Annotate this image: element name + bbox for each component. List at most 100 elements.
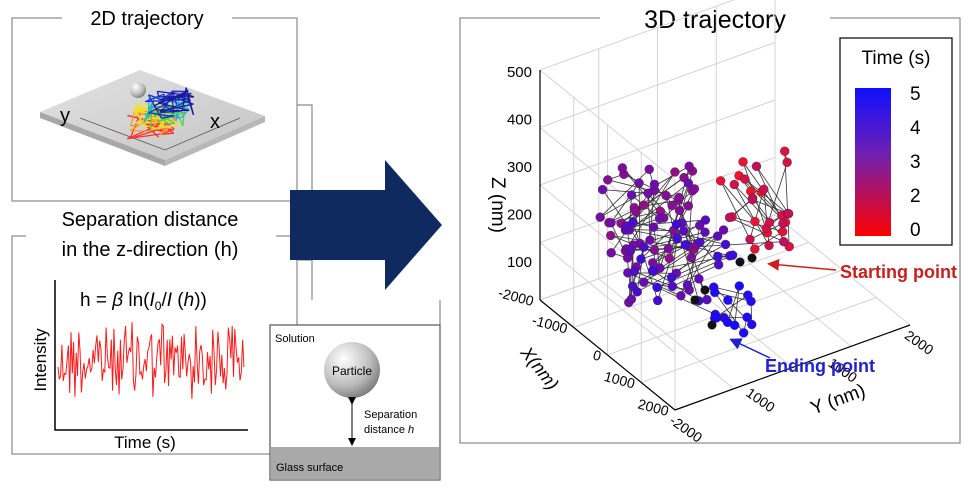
ball bbox=[694, 274, 703, 283]
ball bbox=[748, 254, 757, 263]
ball bbox=[750, 217, 759, 226]
ball bbox=[784, 209, 793, 218]
legend-tick-label: 5 bbox=[910, 84, 921, 105]
ball bbox=[672, 220, 681, 229]
annotation-arrow bbox=[770, 264, 836, 270]
ball bbox=[606, 231, 615, 240]
figure: 2D trajectory y x Separation distance in… bbox=[0, 0, 971, 483]
ball bbox=[780, 147, 789, 156]
x-tick-label: -2000 bbox=[497, 284, 536, 309]
trajectory-segment bbox=[130, 131, 149, 132]
ball bbox=[701, 286, 710, 295]
ball bbox=[618, 163, 627, 172]
z-tick-label: 300 bbox=[507, 159, 532, 176]
ball bbox=[691, 296, 700, 305]
ball bbox=[708, 321, 717, 330]
ball bbox=[675, 206, 684, 215]
annotation: Ending point bbox=[765, 356, 875, 376]
ball bbox=[713, 232, 722, 241]
label: Glass surface bbox=[276, 462, 343, 474]
ball bbox=[730, 321, 739, 330]
axis-label: Intensity bbox=[31, 328, 50, 392]
ball bbox=[627, 295, 636, 304]
ball bbox=[655, 214, 664, 223]
ball bbox=[644, 189, 653, 198]
equation: h = β ln(I0/I (h)) bbox=[80, 290, 207, 313]
ball bbox=[626, 246, 635, 255]
ball bbox=[684, 201, 693, 210]
ball bbox=[681, 240, 690, 249]
color-bar bbox=[855, 88, 891, 236]
ball bbox=[747, 297, 756, 306]
ball bbox=[627, 191, 636, 200]
ball bbox=[683, 281, 692, 290]
ball bbox=[714, 260, 723, 269]
axis-label: Time (s) bbox=[114, 433, 176, 452]
panel-title: 3D trajectory bbox=[644, 6, 786, 34]
ball bbox=[736, 258, 745, 267]
legend-tick-label: 0 bbox=[910, 220, 921, 241]
ball bbox=[598, 185, 607, 194]
legend-tick-label: 3 bbox=[910, 152, 921, 173]
z-tick-label: 100 bbox=[507, 254, 532, 271]
ball bbox=[721, 240, 730, 249]
ball bbox=[695, 238, 704, 247]
ball bbox=[673, 233, 682, 242]
ball bbox=[665, 254, 674, 263]
ball bbox=[603, 175, 612, 184]
panel-title: in the z-direction (h) bbox=[62, 239, 239, 261]
label: Particle bbox=[332, 364, 372, 378]
ball bbox=[743, 313, 752, 322]
ball bbox=[607, 248, 616, 257]
ball bbox=[661, 191, 670, 200]
ball bbox=[653, 296, 662, 305]
ball bbox=[710, 288, 719, 297]
ball bbox=[716, 176, 725, 185]
legend-tick-label: 4 bbox=[910, 118, 921, 139]
ball bbox=[684, 179, 693, 188]
ball bbox=[670, 167, 679, 176]
ball bbox=[685, 162, 694, 171]
ball bbox=[759, 185, 768, 194]
ball bbox=[668, 282, 677, 291]
ball bbox=[701, 216, 710, 225]
ball bbox=[649, 223, 658, 232]
ball bbox=[701, 228, 710, 237]
ball bbox=[748, 195, 757, 204]
ball bbox=[679, 226, 688, 235]
ball bbox=[752, 162, 761, 171]
label: distance h bbox=[364, 424, 414, 436]
ball bbox=[650, 245, 659, 254]
y-tick-label: -2000 bbox=[667, 412, 706, 446]
panel-title: Separation distance bbox=[62, 209, 239, 231]
ball bbox=[664, 244, 673, 253]
x-tick-label: -1000 bbox=[531, 312, 570, 337]
annotation: Starting point bbox=[840, 262, 957, 282]
ball bbox=[702, 295, 711, 304]
ball bbox=[667, 273, 676, 282]
legend-title: Time (s) bbox=[862, 48, 931, 69]
ball bbox=[740, 175, 749, 184]
particle bbox=[130, 82, 146, 98]
ball bbox=[778, 219, 787, 228]
label: Solution bbox=[275, 333, 315, 345]
ball bbox=[639, 278, 648, 287]
ball bbox=[750, 245, 759, 254]
ball bbox=[783, 158, 792, 167]
ball bbox=[739, 328, 748, 337]
ball bbox=[629, 218, 638, 227]
ball bbox=[675, 193, 684, 202]
ball bbox=[645, 165, 654, 174]
ball bbox=[648, 266, 657, 275]
axis-label: Y (nm) bbox=[808, 380, 868, 419]
flow-arrow bbox=[290, 160, 442, 290]
z-tick-label: 400 bbox=[507, 112, 532, 129]
ball bbox=[735, 281, 744, 290]
ball bbox=[765, 218, 774, 227]
ball bbox=[739, 157, 748, 166]
z-tick-label: 500 bbox=[507, 64, 532, 81]
ball bbox=[745, 235, 754, 244]
ball bbox=[646, 236, 655, 245]
ball bbox=[687, 253, 696, 262]
ball bbox=[635, 179, 644, 188]
